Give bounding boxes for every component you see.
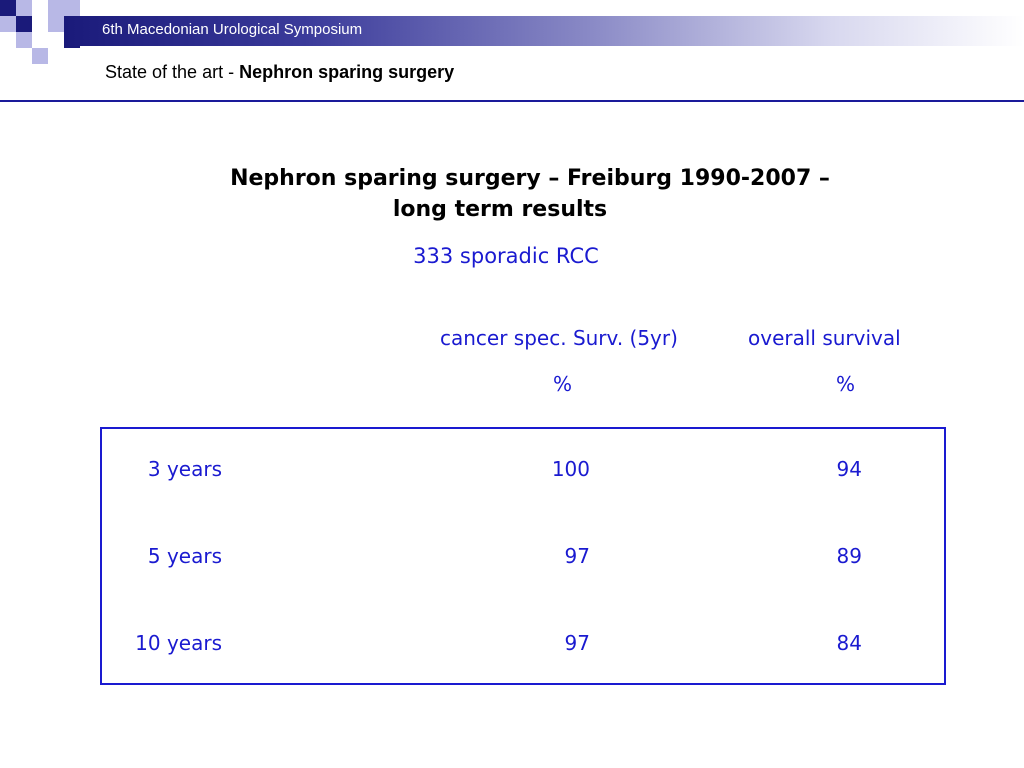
logo-square xyxy=(48,16,64,32)
column-header-overall: overall survival xyxy=(748,326,901,350)
row-label: 10 years xyxy=(135,631,222,655)
slide-title: State of the art - Nephron sparing surge… xyxy=(105,62,454,83)
conference-title: 6th Macedonian Urological Symposium xyxy=(102,21,363,38)
row-overall-value: 94 xyxy=(836,457,862,481)
logo-square xyxy=(16,32,32,48)
row-cancer-specific-value: 97 xyxy=(564,544,590,568)
slide-title-prefix: State of the art - xyxy=(105,62,240,82)
content-subtitle: 333 sporadic RCC xyxy=(413,244,599,268)
slide-title-bold: Nephron sparing surgery xyxy=(239,62,455,82)
content-heading-line1: Nephron sparing surgery – Freiburg 1990-… xyxy=(230,166,830,191)
row-label: 3 years xyxy=(147,457,222,481)
logo-square xyxy=(32,48,48,64)
column-header-cancer-specific: cancer spec. Surv. (5yr) xyxy=(440,326,678,350)
results-table xyxy=(100,427,946,685)
logo-square xyxy=(64,0,80,16)
row-overall-value: 89 xyxy=(836,544,862,568)
content-heading-line2: long term results xyxy=(392,197,608,222)
row-label: 5 years xyxy=(147,544,222,568)
header-divider xyxy=(0,100,1024,102)
logo-square xyxy=(48,0,64,16)
column-unit-overall: % xyxy=(836,372,856,396)
column-unit-cancer-specific: % xyxy=(553,372,573,396)
row-cancer-specific-value: 97 xyxy=(564,631,590,655)
row-cancer-specific-value: 100 xyxy=(551,457,590,481)
row-overall-value: 84 xyxy=(836,631,862,655)
logo-square xyxy=(0,16,16,32)
logo-square xyxy=(16,0,32,16)
header-band xyxy=(64,16,1024,46)
logo-square xyxy=(16,16,32,32)
logo-square xyxy=(0,0,16,16)
